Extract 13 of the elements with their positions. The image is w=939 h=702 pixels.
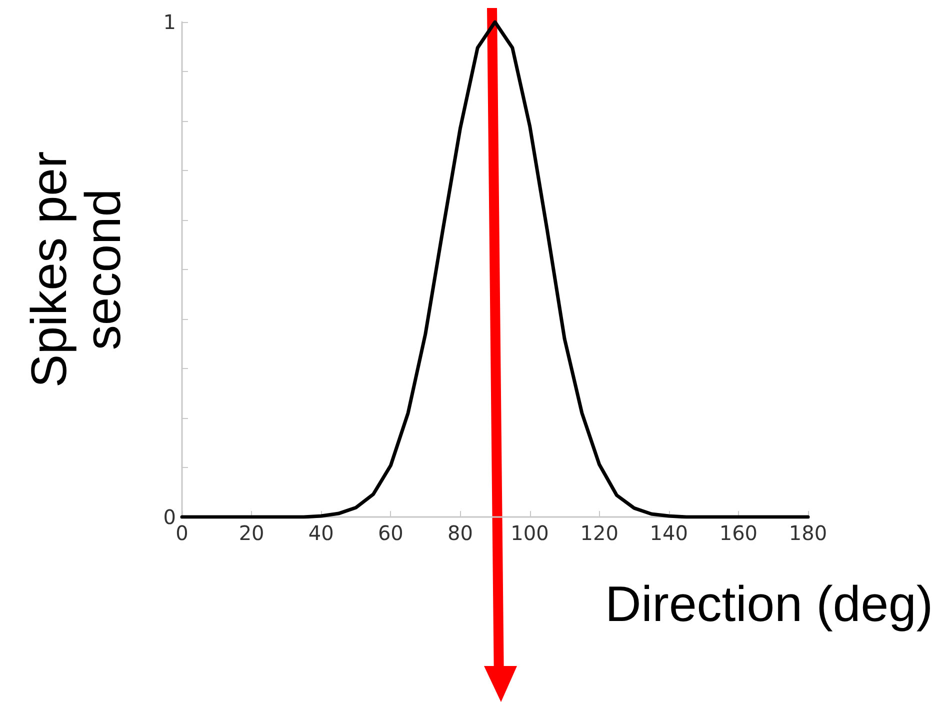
x-tick-label: 80 (447, 521, 473, 545)
line-series (180, 20, 810, 519)
x-tick-label: 180 (788, 521, 828, 545)
y-tick-label: 1 (163, 10, 176, 34)
x-tick-label: 140 (650, 521, 688, 545)
y-axis-title: Spikes per second (21, 151, 131, 388)
x-tick-label: 20 (238, 521, 264, 545)
x-tick-label: 40 (308, 521, 334, 545)
x-tick-label: 60 (378, 521, 404, 545)
x-tick-label: 120 (580, 521, 618, 545)
x-axis-title: Direction (deg) (605, 576, 933, 632)
x-tick-label: 160 (719, 521, 758, 545)
x-tick-label: 100 (510, 521, 549, 545)
